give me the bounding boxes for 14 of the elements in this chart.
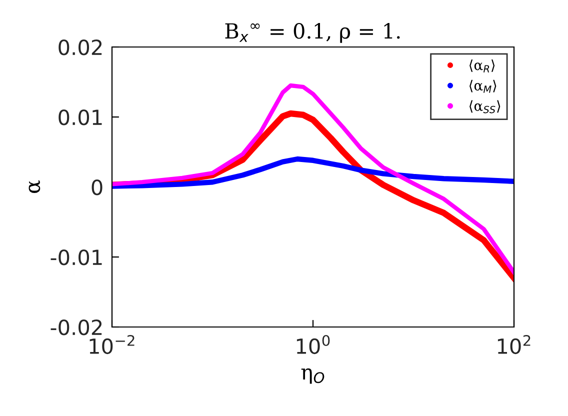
y-tick-label: 0.02 — [58, 39, 102, 56]
y-axis-title: α — [28, 180, 40, 193]
y-tick-label: -0.01 — [50, 249, 102, 266]
chart-title: B$_{x}$$^{∞}$ = 0.1, ρ = 1. — [225, 23, 400, 43]
x-tick-label: 10$^{−2}$ — [90, 334, 134, 354]
legend-label: ⟨α$_{SS}$⟩ — [470, 100, 500, 114]
legend-label: ⟨α$_{M}$⟩ — [470, 80, 496, 93]
y-tick-label: 0.01 — [58, 109, 102, 126]
y-tick-label: -0.02 — [50, 319, 102, 336]
legend-label: ⟨α$_{R}$⟩ — [470, 60, 495, 72]
x-axis-title: η$_{O}$ — [301, 368, 324, 384]
x-tick-label: 10$^{0}$ — [296, 334, 330, 354]
x-tick-label: 10$^{2}$ — [498, 334, 530, 354]
y-tick-label: 0 — [92, 179, 102, 196]
